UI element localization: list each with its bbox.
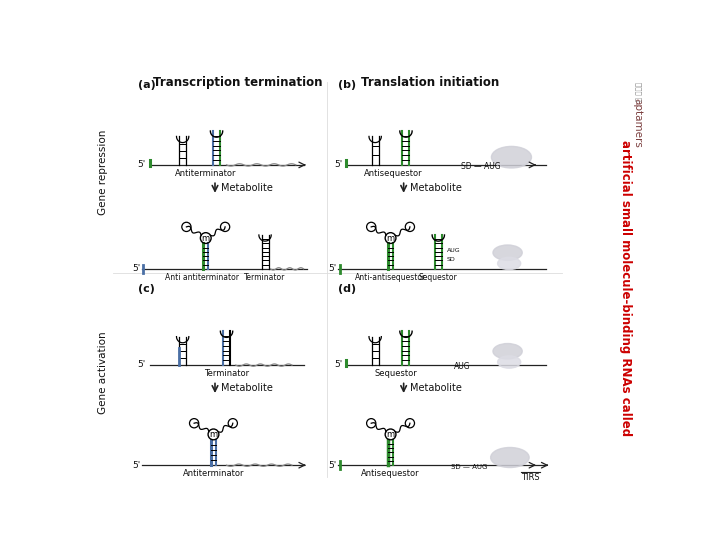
Ellipse shape (490, 448, 529, 468)
Text: 5': 5' (138, 360, 145, 369)
Text: Antiterminator: Antiterminator (183, 469, 244, 478)
Text: m: m (387, 233, 395, 242)
Text: SD: SD (447, 257, 456, 262)
Ellipse shape (493, 245, 522, 260)
Text: (c): (c) (138, 284, 155, 294)
Text: Terminator: Terminator (204, 369, 249, 378)
Text: Metabolite: Metabolite (410, 383, 462, 393)
Text: 5': 5' (132, 264, 140, 273)
Text: Metabolite: Metabolite (410, 183, 462, 193)
Text: Antisequestor: Antisequestor (361, 469, 420, 478)
Text: AUG: AUG (447, 248, 460, 253)
Text: Transcription termination: Transcription termination (153, 76, 323, 89)
Text: m: m (387, 430, 395, 439)
Text: 期刊名 等: 期刊名 等 (635, 82, 642, 102)
Text: TIRS: TIRS (521, 473, 540, 482)
Text: Metabolite: Metabolite (221, 383, 273, 393)
Text: (a): (a) (138, 80, 156, 90)
Text: 5': 5' (328, 264, 337, 273)
Text: Gene activation: Gene activation (99, 332, 108, 414)
Text: artificial small molecule-binding RNAs called: artificial small molecule-binding RNAs c… (619, 140, 632, 436)
Text: aptamers: aptamers (632, 98, 642, 147)
Text: SD — AUG: SD — AUG (462, 162, 501, 171)
Text: 5': 5' (328, 461, 337, 469)
Text: Gene repression: Gene repression (99, 130, 108, 215)
Text: (b): (b) (338, 80, 356, 90)
Text: m: m (202, 233, 210, 242)
Text: (d): (d) (338, 284, 356, 294)
Ellipse shape (498, 257, 521, 269)
Text: 5': 5' (138, 160, 145, 169)
Text: Terminator: Terminator (244, 273, 286, 282)
Text: Anti-antisequestor: Anti-antisequestor (355, 273, 426, 282)
Text: Antiterminator: Antiterminator (175, 168, 236, 178)
Text: m: m (210, 430, 217, 439)
Text: Translation initiation: Translation initiation (361, 76, 500, 89)
Ellipse shape (492, 146, 531, 168)
Ellipse shape (493, 343, 522, 359)
Text: SD — AUG: SD — AUG (451, 464, 487, 470)
Ellipse shape (498, 356, 521, 368)
Text: 5': 5' (132, 461, 140, 469)
Text: Sequestor: Sequestor (374, 369, 418, 378)
Text: Anti antiterminator: Anti antiterminator (165, 273, 239, 282)
Text: AUG: AUG (454, 362, 470, 371)
Text: Antisequestor: Antisequestor (364, 168, 423, 178)
Text: 5': 5' (334, 160, 342, 169)
Text: Sequestor: Sequestor (419, 273, 458, 282)
Text: 5': 5' (334, 360, 342, 369)
Text: Metabolite: Metabolite (221, 183, 273, 193)
